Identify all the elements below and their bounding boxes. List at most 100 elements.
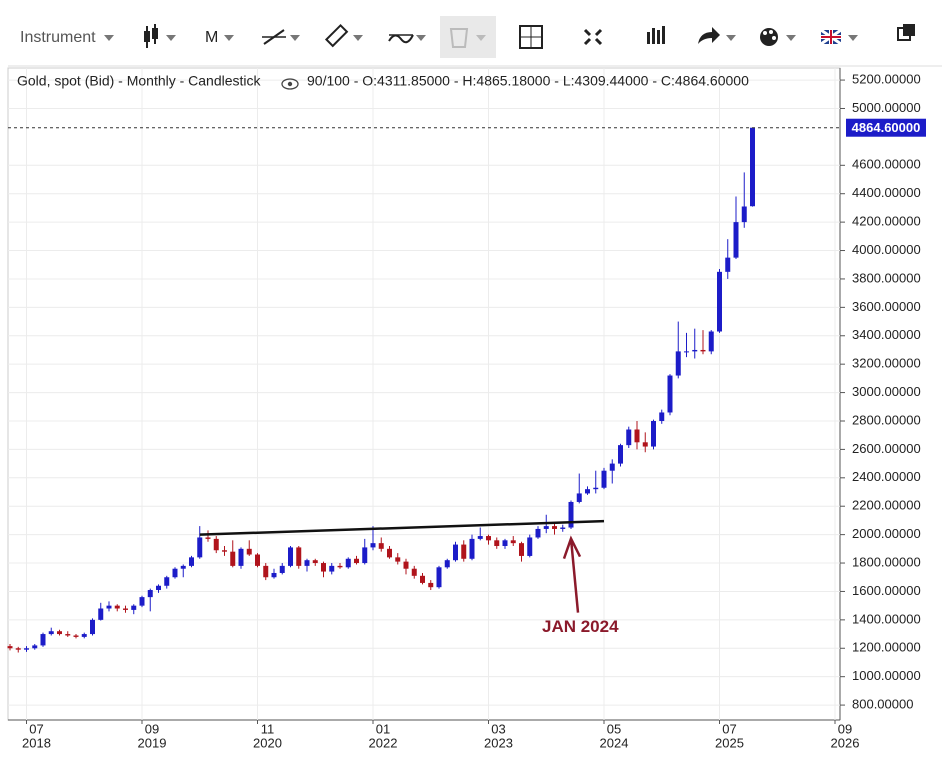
y-tick-label: 3200.00000 [852, 356, 921, 371]
y-tick-label: 4000.00000 [852, 242, 921, 257]
candle-body [197, 537, 203, 558]
candle-body [288, 547, 293, 566]
y-tick-label: 4400.00000 [852, 185, 921, 200]
chart-title: Gold, spot (Bid) - Monthly - Candlestick [17, 73, 262, 89]
candle-body [453, 544, 458, 561]
candle-body [486, 536, 491, 541]
candle-body [205, 537, 211, 539]
candle-body [81, 634, 87, 637]
candle-body [527, 537, 533, 556]
line-tool-button[interactable] [262, 29, 300, 45]
fullscreen-button[interactable] [583, 28, 603, 46]
period-button[interactable]: M [205, 29, 218, 46]
candle-body [601, 470, 607, 488]
candle-body [733, 222, 739, 258]
candle-body [106, 605, 112, 609]
candle-body [708, 331, 714, 352]
candle-body [296, 547, 302, 566]
candle-body [263, 565, 269, 578]
candle-body [271, 572, 277, 578]
ruler-button[interactable] [324, 23, 363, 48]
candle-body [7, 646, 13, 649]
x-tick-label: 09 [145, 721, 159, 736]
toolbar: Instrument M [8, 8, 942, 67]
language-button[interactable] [820, 28, 858, 46]
y-tick-label: 3600.00000 [852, 299, 921, 314]
candle-body [156, 585, 161, 591]
candle-body [444, 560, 450, 568]
candle-body [222, 550, 227, 552]
candle-body [428, 582, 434, 588]
x-tick-label: 2026 [831, 735, 860, 750]
candle-body [246, 548, 252, 555]
crosshair-button[interactable] [519, 25, 543, 49]
share-button[interactable] [698, 27, 736, 44]
dropdown-arrow[interactable] [224, 35, 234, 41]
candle-body [552, 526, 557, 529]
x-tick-label: 2024 [600, 735, 629, 750]
candle-body [90, 619, 95, 635]
candle-body [609, 463, 615, 471]
candle-body [40, 634, 46, 646]
candle-body [725, 257, 731, 272]
chart-type-button[interactable] [144, 24, 176, 48]
annotation-label: JAN 2024 [542, 617, 619, 636]
overlay: JAN 2024 4864.60000 [8, 118, 926, 636]
candle-body [717, 271, 722, 332]
x-tick-label: 2022 [369, 735, 398, 750]
candle-body [510, 540, 516, 544]
candle-body [585, 489, 590, 494]
y-tick-label: 1200.00000 [852, 640, 921, 655]
candle-body [337, 565, 343, 568]
candle-body [750, 127, 755, 207]
candle-body [469, 538, 475, 559]
candle-body [370, 543, 376, 548]
x-tick-label: 2020 [253, 735, 282, 750]
candle-body [24, 648, 29, 650]
candle-body [535, 528, 541, 538]
candle-body [98, 608, 104, 620]
candle-body [642, 442, 648, 447]
y-tick-label: 2600.00000 [852, 441, 921, 456]
candle-body [15, 648, 21, 650]
candle-body [345, 558, 351, 568]
x-tick-label: 07 [722, 721, 736, 736]
indicator-button[interactable] [388, 34, 426, 44]
candle-body [684, 351, 689, 353]
popout-button[interactable] [897, 24, 915, 41]
candle-body [436, 567, 442, 588]
candle-body [65, 634, 71, 636]
candle-body [560, 527, 566, 529]
candle-body [593, 487, 599, 490]
x-tick-label: 09 [838, 721, 852, 736]
delete-button[interactable] [440, 16, 496, 58]
candle-body [420, 575, 425, 583]
y-tick-label: 3800.00000 [852, 270, 921, 285]
visibility-icon[interactable] [281, 78, 299, 90]
y-tick-label: 1600.00000 [852, 583, 921, 598]
x-tick-label: 2018 [22, 735, 51, 750]
candle-body [362, 547, 368, 564]
candle-body [659, 412, 665, 421]
trendline [199, 519, 605, 536]
instrument-button[interactable]: Instrument [20, 29, 96, 46]
y-tick-label: 2400.00000 [852, 469, 921, 484]
annotation-arrow [562, 535, 582, 613]
x-tick-label: 01 [376, 721, 390, 736]
candle-body [32, 645, 38, 649]
candle-body [164, 577, 170, 586]
candle-body [189, 557, 194, 566]
theme-button[interactable] [760, 28, 796, 46]
x-tick-label: 2019 [138, 735, 167, 750]
volume-button[interactable] [647, 26, 665, 44]
y-tick-label: 1400.00000 [852, 611, 921, 626]
y-tick-label: 3400.00000 [852, 327, 921, 342]
candle-body [329, 565, 335, 572]
x-tick-label: 05 [607, 721, 621, 736]
candle-body [180, 565, 186, 569]
y-tick-label: 1800.00000 [852, 554, 921, 569]
dropdown-arrow[interactable] [104, 35, 114, 41]
candle-body [741, 206, 747, 223]
candle-body [634, 429, 640, 443]
